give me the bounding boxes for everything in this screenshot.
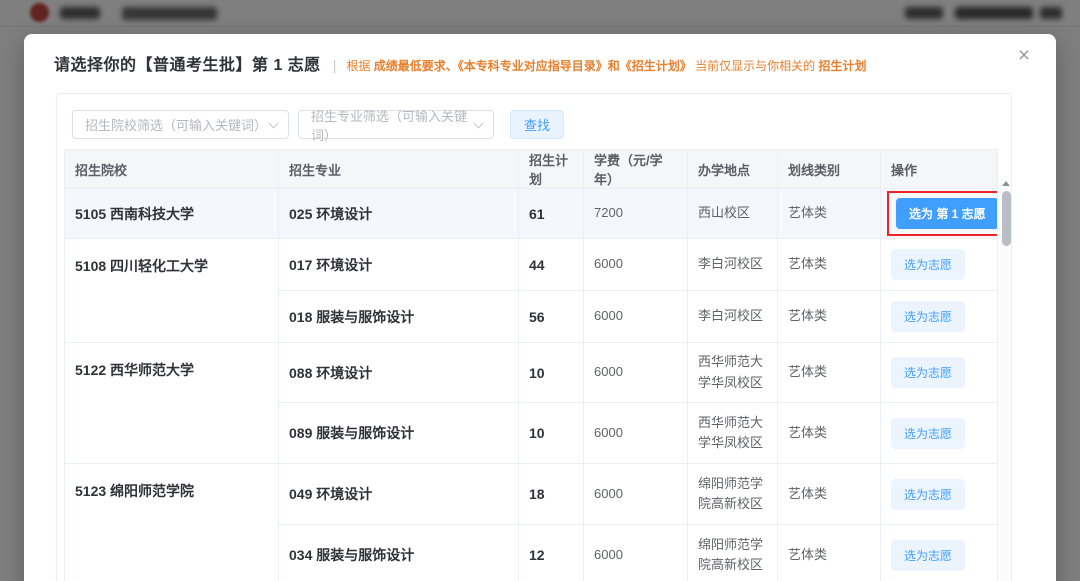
major-cell: 088 环境设计	[278, 342, 519, 403]
table-header-row: 招生院校 招生专业 招生计划 学费（元/学年） 办学地点 划线类别 操作	[64, 149, 998, 189]
plan-cell: 10	[518, 402, 584, 464]
action-cell: 选为志愿	[880, 342, 998, 403]
action-cell: 选为志愿	[880, 290, 998, 343]
action-cell: 选为志愿	[880, 238, 998, 291]
school-cell: 5108 四川轻化工大学	[64, 238, 279, 343]
plan-cell: 61	[518, 188, 584, 239]
notice-text: 根据 成绩最低要求、《本专科专业对应指导目录》和《招生计划》 当前仅显示与你相关…	[346, 59, 867, 73]
fee-cell: 6000	[583, 402, 688, 464]
plan-cell: 10	[518, 342, 584, 403]
school-filter-select[interactable]: 招生院校筛选（可输入关键词）	[72, 110, 289, 139]
major-filter-select[interactable]: 招生专业筛选（可输入关键词）	[298, 109, 494, 143]
plan-cell: 56	[518, 290, 584, 343]
annotation-red-box: 选为 第 1 志愿	[887, 191, 997, 236]
location-cell: 绵阳师范学院高新校区	[687, 524, 778, 581]
major-cell: 034 服装与服饰设计	[278, 524, 519, 581]
table-row: 034 服装与服饰设计 12 6000 绵阳师范学院高新校区 艺体类 选为志愿	[65, 524, 998, 581]
close-icon[interactable]: ×	[1017, 44, 1031, 67]
category-cell: 艺体类	[777, 188, 881, 239]
search-button[interactable]: 查找	[510, 110, 565, 139]
select-choice-button[interactable]: 选为志愿	[891, 539, 966, 571]
select-choice-button[interactable]: 选为志愿	[891, 417, 966, 449]
table-row: 5108 四川轻化工大学 017 环境设计 44 6000 李白河校区 艺体类 …	[64, 238, 998, 343]
fee-cell: 6000	[583, 290, 688, 343]
col-fee: 学费（元/学年）	[583, 149, 688, 189]
action-cell: 选为志愿	[880, 463, 998, 525]
major-cell: 049 环境设计	[278, 463, 519, 525]
chevron-down-icon	[268, 118, 279, 129]
category-cell: 艺体类	[777, 463, 881, 525]
dialog-body: 招生院校筛选（可输入关键词） 招生专业筛选（可输入关键词） 查找	[24, 85, 1056, 581]
table-row: 018 服装与服饰设计 56 6000 李白河校区 艺体类 选为志愿	[65, 290, 998, 343]
major-filter-placeholder: 招生专业筛选（可输入关键词）	[311, 108, 468, 143]
table-row: 5122 西华师范大学 088 环境设计 10 6000 西华师范大学华凤校区 …	[64, 342, 998, 464]
select-choice-button[interactable]: 选为志愿	[891, 301, 966, 332]
fee-cell: 7200	[583, 188, 688, 239]
category-cell: 艺体类	[777, 524, 881, 581]
table-row: 5123 绵阳师范学院 049 环境设计 18 6000 绵阳师范学院高新校区 …	[64, 463, 998, 581]
col-category: 划线类别	[777, 149, 881, 189]
location-cell: 西华师范大学华凤校区	[687, 342, 778, 403]
major-cell: 018 服装与服饰设计	[278, 290, 519, 343]
select-choice-button[interactable]: 选为志愿	[891, 357, 966, 388]
table-scrollbar[interactable]	[1000, 176, 1011, 581]
category-cell: 艺体类	[777, 238, 881, 291]
plan-table: 招生院校 招生专业 招生计划 学费（元/学年） 办学地点 划线类别 操作	[64, 149, 998, 581]
filter-row: 招生院校筛选（可输入关键词） 招生专业筛选（可输入关键词） 查找	[72, 109, 1009, 143]
table-row: 5105 西南科技大学 025 环境设计 61 7200 西山校区 艺体类 选为…	[64, 188, 998, 239]
scrollbar-thumb[interactable]	[1001, 191, 1011, 246]
fee-cell: 6000	[583, 238, 688, 291]
plan-cell: 44	[518, 238, 584, 291]
fee-cell: 6000	[583, 463, 688, 525]
select-first-choice-button[interactable]: 选为 第 1 志愿	[896, 198, 997, 229]
fee-cell: 6000	[583, 524, 688, 581]
dialog-title: 请选择你的【普通考生批】第 1 志愿	[54, 57, 321, 74]
col-plan: 招生计划	[518, 149, 584, 189]
major-cell: 089 服装与服饰设计	[278, 402, 519, 464]
dialog-header: 请选择你的【普通考生批】第 1 志愿 | 根据 成绩最低要求、《本专科专业对应指导目…	[24, 34, 1056, 85]
location-cell: 西山校区	[687, 188, 778, 239]
category-cell: 艺体类	[777, 402, 881, 464]
major-cell: 025 环境设计	[278, 188, 519, 239]
table-row: 089 服装与服饰设计 10 6000 西华师范大学华凤校区 艺体类 选为志愿	[65, 402, 998, 464]
plan-table-area: 招生院校 招生专业 招生计划 学费（元/学年） 办学地点 划线类别 操作	[64, 149, 1011, 581]
chevron-down-icon	[473, 118, 484, 129]
school-filter-placeholder: 招生院校筛选（可输入关键词）	[85, 118, 268, 133]
plan-panel: 招生院校筛选（可输入关键词） 招生专业筛选（可输入关键词） 查找	[56, 93, 1012, 581]
location-cell: 绵阳师范学院高新校区	[687, 463, 778, 525]
school-cell: 5122 西华师范大学	[64, 342, 279, 464]
action-cell: 选为志愿	[880, 402, 998, 464]
location-cell: 李白河校区	[687, 290, 778, 343]
action-cell: 选为 第 1 志愿	[880, 188, 998, 239]
plan-cell: 18	[518, 463, 584, 525]
select-choice-button[interactable]: 选为志愿	[891, 478, 966, 510]
major-cell: 017 环境设计	[278, 238, 519, 291]
action-cell: 选为志愿	[880, 524, 998, 581]
col-action: 操作	[880, 149, 998, 189]
volunteer-select-dialog: 请选择你的【普通考生批】第 1 志愿 | 根据 成绩最低要求、《本专科专业对应指导目…	[24, 34, 1056, 581]
location-cell: 李白河校区	[687, 238, 778, 291]
title-divider: |	[332, 57, 337, 73]
col-location: 办学地点	[687, 149, 778, 189]
category-cell: 艺体类	[777, 290, 881, 343]
plan-cell: 12	[518, 524, 584, 581]
category-cell: 艺体类	[777, 342, 881, 403]
select-choice-button[interactable]: 选为志愿	[891, 249, 966, 280]
fee-cell: 6000	[583, 342, 688, 403]
school-cell: 5123 绵阳师范学院	[64, 463, 279, 581]
location-cell: 西华师范大学华凤校区	[687, 402, 778, 464]
school-cell: 5105 西南科技大学	[64, 188, 279, 239]
col-school: 招生院校	[64, 149, 279, 189]
col-major: 招生专业	[278, 149, 519, 189]
scroll-up-icon[interactable]	[1002, 181, 1010, 186]
